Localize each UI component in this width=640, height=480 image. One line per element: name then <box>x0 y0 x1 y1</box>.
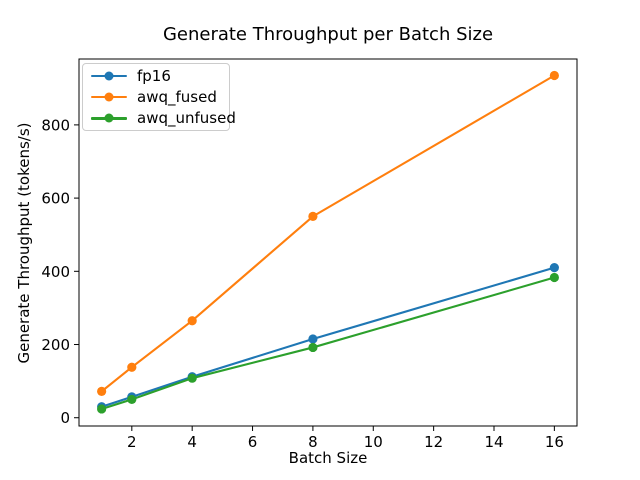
data-point-fp16 <box>549 263 559 273</box>
y-tick-label: 800 <box>41 116 70 134</box>
x-tick-label: 12 <box>424 433 443 451</box>
data-point-fp16 <box>308 334 318 344</box>
x-tick-label: 6 <box>248 433 258 451</box>
y-tick-label: 0 <box>60 409 70 427</box>
x-axis-label: Batch Size <box>288 449 368 467</box>
data-point-awq_unfused <box>97 404 107 414</box>
x-tick-label: 16 <box>545 433 564 451</box>
legend-item-awq-unfused: awq_unfused <box>91 108 236 129</box>
data-point-awq_unfused <box>308 342 318 353</box>
axes-frame <box>78 58 578 427</box>
data-point-awq_unfused <box>549 272 559 283</box>
series-line-awq_unfused <box>101 276 555 410</box>
data-point-awq_unfused <box>187 373 197 383</box>
legend-item-awq-fused: awq_fused <box>91 86 221 107</box>
x-tick-label: 8 <box>308 433 318 451</box>
x-tick-label: 14 <box>484 433 503 451</box>
legend-label: awq_fused <box>137 87 217 106</box>
legend-item-fp16: fp16 <box>91 65 221 86</box>
x-tick-label: 4 <box>187 433 197 451</box>
legend-line-marker-icon <box>91 71 127 81</box>
data-point-awq_unfused <box>127 394 137 405</box>
x-tick-label: 2 <box>127 433 137 451</box>
data-point-awq_fused <box>97 386 107 396</box>
legend-line-marker-icon <box>91 92 127 102</box>
data-point-awq_fused <box>308 211 318 222</box>
y-tick-label: 200 <box>41 336 70 354</box>
legend-label: awq_unfused <box>137 109 236 128</box>
data-point-awq_fused <box>127 362 137 372</box>
data-point-awq_fused <box>549 70 559 81</box>
chart-title: Generate Throughput per Batch Size <box>162 24 494 45</box>
legend: fp16 awq_fused awq_unfused <box>82 63 236 131</box>
legend-line-marker-icon <box>91 113 127 123</box>
y-tick-label: 400 <box>41 263 70 281</box>
x-tick-label: 10 <box>364 433 383 451</box>
data-point-awq_fused <box>187 316 197 326</box>
legend-label: fp16 <box>137 66 171 85</box>
y-tick-label: 600 <box>41 190 70 208</box>
